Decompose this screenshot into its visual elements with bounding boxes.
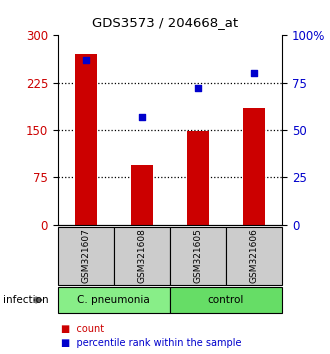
Point [195, 86, 201, 91]
Bar [243, 108, 265, 225]
Bar [131, 165, 153, 225]
Text: infection: infection [3, 295, 49, 305]
Text: GDS3573 / 204668_at: GDS3573 / 204668_at [92, 16, 238, 29]
Point [83, 57, 88, 63]
Text: GSM321608: GSM321608 [137, 228, 147, 283]
Text: GSM321606: GSM321606 [249, 228, 259, 283]
Text: GSM321605: GSM321605 [193, 228, 203, 283]
Text: GSM321607: GSM321607 [81, 228, 90, 283]
Text: C. pneumonia: C. pneumonia [78, 295, 150, 305]
Text: ■  count: ■ count [61, 324, 104, 333]
Point [139, 114, 145, 120]
Text: control: control [208, 295, 244, 305]
Bar [187, 131, 209, 225]
Point [251, 70, 257, 76]
Bar [75, 54, 97, 225]
Text: ■  percentile rank within the sample: ■ percentile rank within the sample [61, 338, 242, 348]
